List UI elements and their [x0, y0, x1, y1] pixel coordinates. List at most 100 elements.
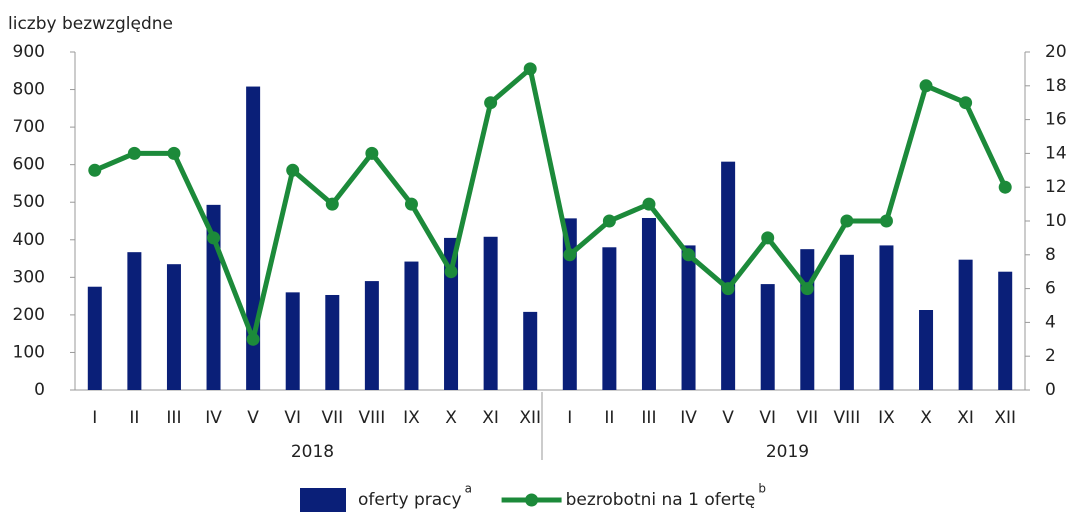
x-group-label: 2019 [766, 442, 809, 462]
bar [839, 254, 854, 390]
x-tick-label: V [247, 408, 259, 428]
line-marker [721, 282, 735, 296]
y-tick-label: 300 [13, 267, 45, 287]
line-marker [602, 214, 616, 228]
x-tick-label: V [722, 408, 734, 428]
y2-tick-label: 20 [1045, 42, 1067, 62]
bar [919, 310, 934, 390]
line-marker [404, 197, 418, 211]
y2-tick-label: 14 [1045, 143, 1067, 163]
y2-tick-label: 16 [1045, 110, 1067, 130]
legend-note: a [465, 482, 472, 496]
y2-tick-label: 4 [1045, 312, 1056, 332]
bar [87, 286, 102, 390]
y2-tick-label: 8 [1045, 245, 1056, 265]
x-tick-label: XI [957, 408, 974, 428]
x-tick-label: VII [796, 408, 818, 428]
line-marker [563, 248, 577, 262]
line-marker [682, 248, 696, 262]
y2-tick-label: 12 [1045, 177, 1067, 197]
x-tick-label: VI [759, 408, 776, 428]
line [93, 66, 1008, 342]
x-tick-label: III [641, 408, 656, 428]
line-marker [88, 163, 102, 177]
line-marker [325, 197, 339, 211]
line-marker [286, 163, 300, 177]
x-tick-label: XII [994, 408, 1016, 428]
y-tick-label: 700 [13, 117, 45, 137]
y2-tick-label: 2 [1045, 346, 1056, 366]
line-marker [246, 332, 260, 346]
line-marker [642, 197, 656, 211]
bar [879, 245, 894, 390]
line-marker [207, 231, 221, 245]
line-marker [444, 265, 458, 279]
x-tick-label: IX [403, 408, 420, 428]
legend-marker [525, 493, 539, 507]
bar [325, 294, 340, 390]
x-tick-label: I [92, 408, 97, 428]
legend-note: b [758, 482, 766, 496]
y2-tick-label: 10 [1045, 211, 1067, 231]
bar [602, 247, 617, 390]
y-tick-label: 0 [34, 380, 45, 400]
x-tick-label: VII [321, 408, 343, 428]
bar [760, 284, 775, 390]
line-marker [523, 62, 537, 76]
legend-label: oferty pracy [358, 490, 462, 510]
line-marker [998, 180, 1012, 194]
bar [523, 311, 538, 390]
x-tick-label: VIII [834, 408, 861, 428]
x-tick-label: IV [205, 408, 222, 428]
bar [681, 245, 696, 390]
legend-label: bezrobotni na 1 ofertę [566, 490, 756, 510]
x-tick-label: XI [482, 408, 499, 428]
bar [998, 271, 1013, 390]
x-tick-label: I [567, 408, 572, 428]
y-tick-label: 500 [13, 192, 45, 212]
y2-tick-label: 18 [1045, 76, 1067, 96]
x-tick-label: II [604, 408, 614, 428]
x-tick-label: II [129, 408, 139, 428]
line-marker [167, 146, 181, 160]
y-axis-label: liczby bezwzględne [8, 14, 173, 34]
bar [562, 218, 577, 390]
bar [404, 261, 419, 390]
bar [364, 281, 379, 390]
x-tick-label: VI [284, 408, 301, 428]
line-marker [761, 231, 775, 245]
y-tick-label: 900 [13, 42, 45, 62]
bar [721, 161, 736, 390]
y-tick-label: 800 [13, 80, 45, 100]
x-tick-label: VIII [359, 408, 386, 428]
x-tick-label: X [920, 408, 932, 428]
y2-tick-label: 0 [1045, 380, 1056, 400]
y-tick-label: 200 [13, 305, 45, 325]
y2-tick-label: 6 [1045, 279, 1056, 299]
line-marker [959, 96, 973, 110]
bar [127, 252, 142, 390]
x-tick-label: X [445, 408, 457, 428]
y-tick-label: 600 [13, 155, 45, 175]
line-marker [127, 146, 141, 160]
bar [800, 249, 815, 390]
y-tick-label: 100 [13, 342, 45, 362]
legend-swatch [300, 488, 346, 512]
bar [166, 264, 181, 390]
x-tick-label: III [166, 408, 181, 428]
line-marker [919, 79, 933, 93]
line-marker [840, 214, 854, 228]
x-group-label: 2018 [291, 442, 334, 462]
line-marker [484, 96, 498, 110]
bar [483, 236, 498, 390]
x-tick-label: IV [680, 408, 697, 428]
line-marker [879, 214, 893, 228]
bar [285, 292, 300, 390]
x-tick-label: IX [878, 408, 895, 428]
bar [641, 217, 656, 390]
x-tick-label: XII [519, 408, 541, 428]
bar [958, 259, 973, 390]
y-tick-label: 400 [13, 230, 45, 250]
line-marker [800, 282, 814, 296]
